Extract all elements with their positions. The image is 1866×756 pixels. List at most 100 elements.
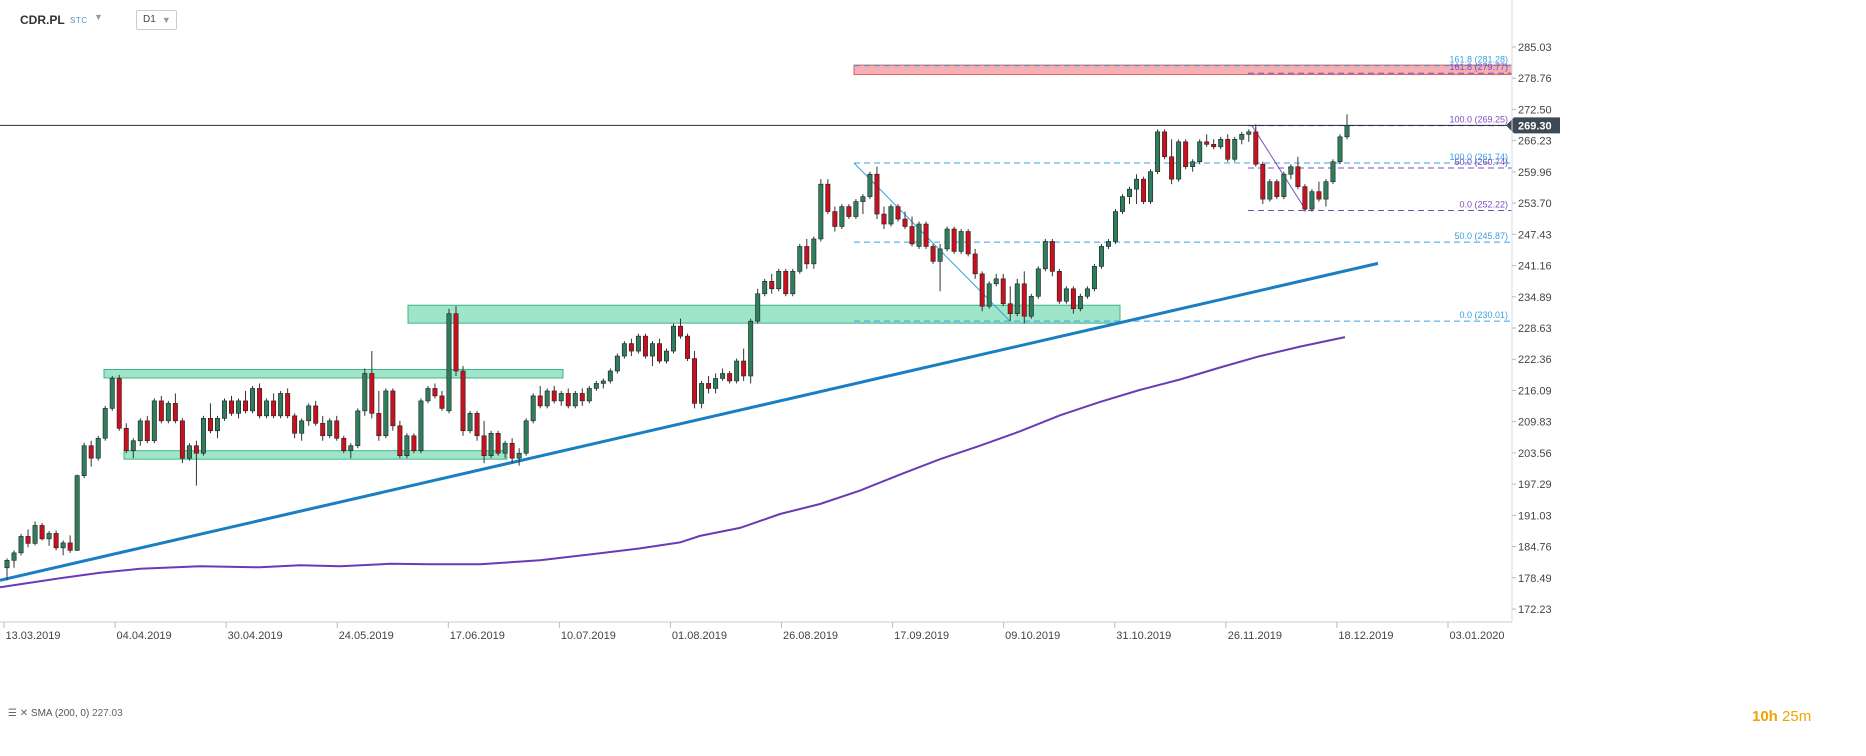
candle <box>930 243 936 264</box>
candle-body-up <box>362 373 368 412</box>
candle-body-up <box>671 325 676 352</box>
candle <box>144 415 150 444</box>
candle-body-up <box>1098 246 1104 267</box>
candle-body-up <box>327 420 333 437</box>
candle <box>979 271 985 312</box>
candle-body-up <box>614 355 620 372</box>
candle <box>1169 139 1175 185</box>
candle <box>271 393 277 419</box>
candle-body-down <box>930 246 936 262</box>
interval-value: D1 <box>143 14 156 25</box>
candle <box>1148 169 1154 205</box>
market-label[interactable]: STC <box>70 16 88 25</box>
candle-body-up <box>1042 241 1048 270</box>
candle-body-down <box>172 403 178 422</box>
candle-body-up <box>1344 125 1350 138</box>
candle <box>397 420 403 459</box>
candle <box>1155 129 1161 175</box>
sma-legend[interactable]: ☰ ✕ SMA (200, 0) 227.03 <box>8 708 123 719</box>
candle <box>1113 209 1118 244</box>
candle-body-up <box>755 293 761 322</box>
candle <box>860 194 866 215</box>
last-price-label: 269.30 <box>1518 120 1552 132</box>
candle <box>46 530 52 546</box>
market-chevron-down-icon[interactable]: ▼ <box>94 12 103 22</box>
candle-body-up <box>60 542 66 549</box>
candle <box>285 388 291 419</box>
price-line-layer: 269.30 <box>0 117 1560 134</box>
menu-icon[interactable]: ☰ <box>8 708 17 719</box>
candle-body-down <box>727 373 733 382</box>
candle-body-up <box>1077 295 1083 310</box>
fib-blue-level-label: 100.0 (261.74) <box>1449 152 1508 162</box>
candle-body-down <box>1070 288 1076 310</box>
candle-body-down <box>207 418 213 432</box>
candle <box>179 418 185 464</box>
interval-select[interactable]: D1 ▼ <box>136 10 177 30</box>
fib-blue-level-label: 0.0 (230.01) <box>1459 310 1508 320</box>
candle <box>1337 134 1343 165</box>
candle-body-down <box>895 206 901 220</box>
candle <box>39 522 45 541</box>
candle-body-up <box>200 418 206 454</box>
candle-body-up <box>18 536 24 554</box>
candle <box>18 533 24 556</box>
candle-body-up <box>109 378 115 409</box>
candle-body-down <box>193 445 199 454</box>
candle <box>839 204 845 230</box>
candle-body-down <box>1253 131 1259 165</box>
candle <box>1218 136 1224 150</box>
candle-body-down <box>144 420 150 442</box>
y-tick-label: 285.03 <box>1518 42 1552 54</box>
candle <box>460 366 466 436</box>
candle <box>516 448 522 466</box>
x-tick-label: 30.04.2019 <box>228 630 283 642</box>
candle-body-up <box>762 281 768 295</box>
candle <box>67 535 73 553</box>
candle-body-up <box>418 400 424 452</box>
candle-body-down <box>909 226 915 245</box>
candle-body-down <box>39 525 45 540</box>
candle-body-down <box>229 400 234 414</box>
candle-body-down <box>158 400 164 422</box>
candle <box>186 443 192 461</box>
candle <box>804 238 810 269</box>
fib-purple-diagonal <box>1251 125 1307 211</box>
candle <box>123 423 129 454</box>
candle <box>1246 129 1252 142</box>
candle <box>1190 159 1196 172</box>
candle <box>944 226 950 252</box>
candle-body-down <box>271 400 277 417</box>
x-tick-label: 31.10.2019 <box>1116 630 1171 642</box>
candle <box>481 420 487 464</box>
candle <box>664 348 669 364</box>
y-tick-label: 191.03 <box>1518 510 1552 522</box>
candle <box>776 268 782 292</box>
candle-body-down <box>1183 141 1189 168</box>
sma-200-line <box>0 336 1346 589</box>
y-tick-label: 178.49 <box>1518 573 1552 585</box>
y-tick-label: 278.76 <box>1518 73 1552 85</box>
candle <box>292 413 298 439</box>
fib-purple-level-label: 50.0 (260.74) <box>1454 157 1508 167</box>
candle-body-up <box>1337 136 1343 163</box>
candle-body-down <box>1260 163 1266 200</box>
candle <box>1295 156 1301 190</box>
candle <box>902 211 908 230</box>
candle <box>299 418 305 441</box>
candle-body-up <box>600 380 606 384</box>
candle-body-up <box>1190 161 1196 168</box>
candle-body-down <box>390 390 396 427</box>
candle <box>1105 238 1111 249</box>
candle-body-up <box>860 196 866 202</box>
candle <box>158 395 164 424</box>
candle-body-up <box>1267 181 1273 200</box>
candle-body-down <box>579 393 585 402</box>
candle-body-down <box>53 533 59 549</box>
candle <box>818 179 824 242</box>
candle-body-up <box>1239 134 1245 140</box>
candle-body-up <box>1014 283 1020 315</box>
close-icon[interactable]: ✕ <box>19 708 29 719</box>
candle-body-down <box>285 393 291 417</box>
